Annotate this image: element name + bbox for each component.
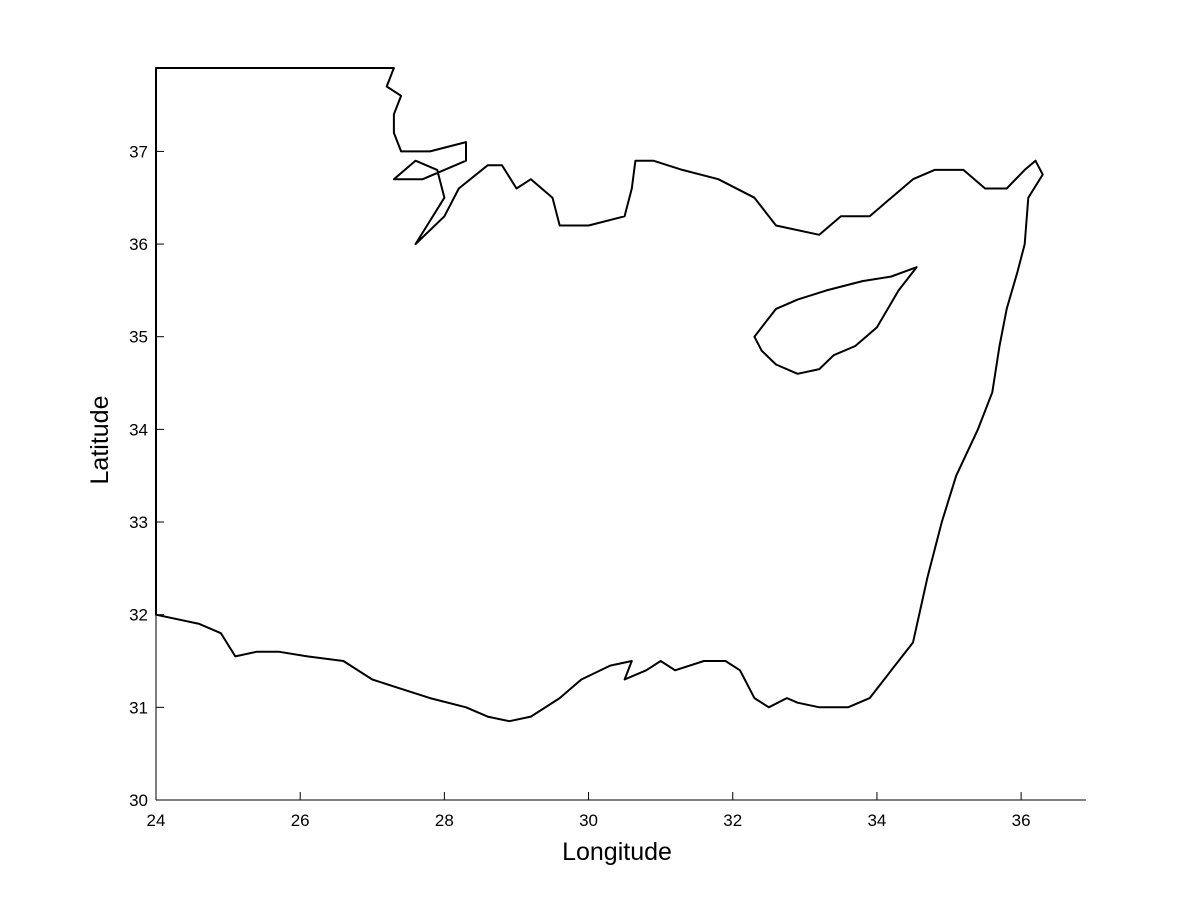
x-tick-label: 28 [435, 811, 454, 830]
x-tick-label: 32 [723, 811, 742, 830]
y-tick-label: 33 [129, 513, 148, 532]
y-tick-label: 32 [129, 606, 148, 625]
coastline-boundary [156, 68, 1043, 721]
x-tick-label: 24 [147, 811, 166, 830]
plot-area [134, 46, 1134, 837]
y-tick-label: 34 [129, 420, 148, 439]
x-axis-label: Longitude [562, 838, 672, 866]
y-tick-label: 30 [129, 791, 148, 810]
x-tick-label: 34 [867, 811, 886, 830]
y-tick-label: 35 [129, 328, 148, 347]
x-axis-ticks: 24 26 28 30 32 34 36 [147, 792, 1031, 830]
y-tick-label: 37 [129, 142, 148, 161]
y-axis-label: Latitude [86, 396, 114, 485]
x-tick-label: 30 [579, 811, 598, 830]
x-tick-label: 36 [1012, 811, 1031, 830]
y-tick-label: 31 [129, 698, 148, 717]
y-tick-label: 36 [129, 235, 148, 254]
x-tick-label: 26 [291, 811, 310, 830]
